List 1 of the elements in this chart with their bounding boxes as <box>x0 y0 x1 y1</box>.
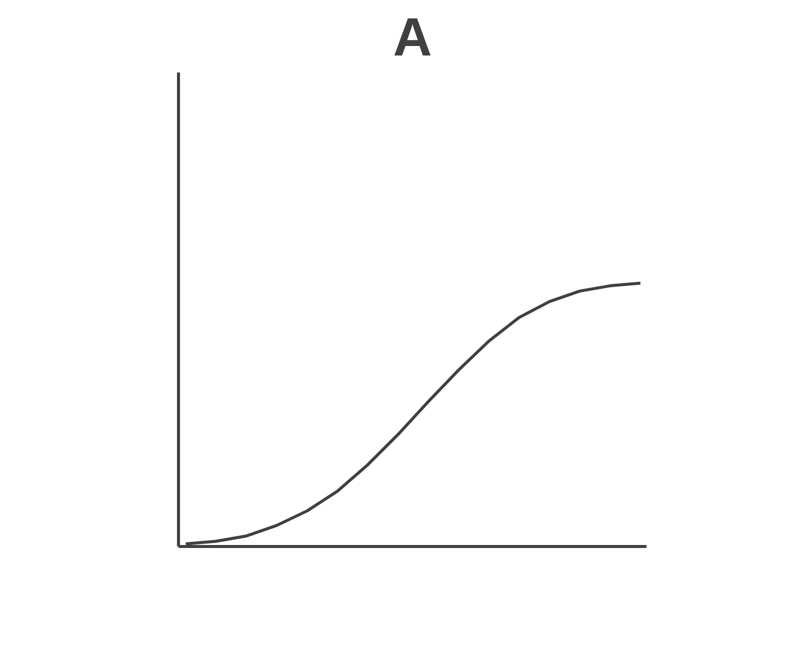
chart-title: A <box>393 8 432 68</box>
